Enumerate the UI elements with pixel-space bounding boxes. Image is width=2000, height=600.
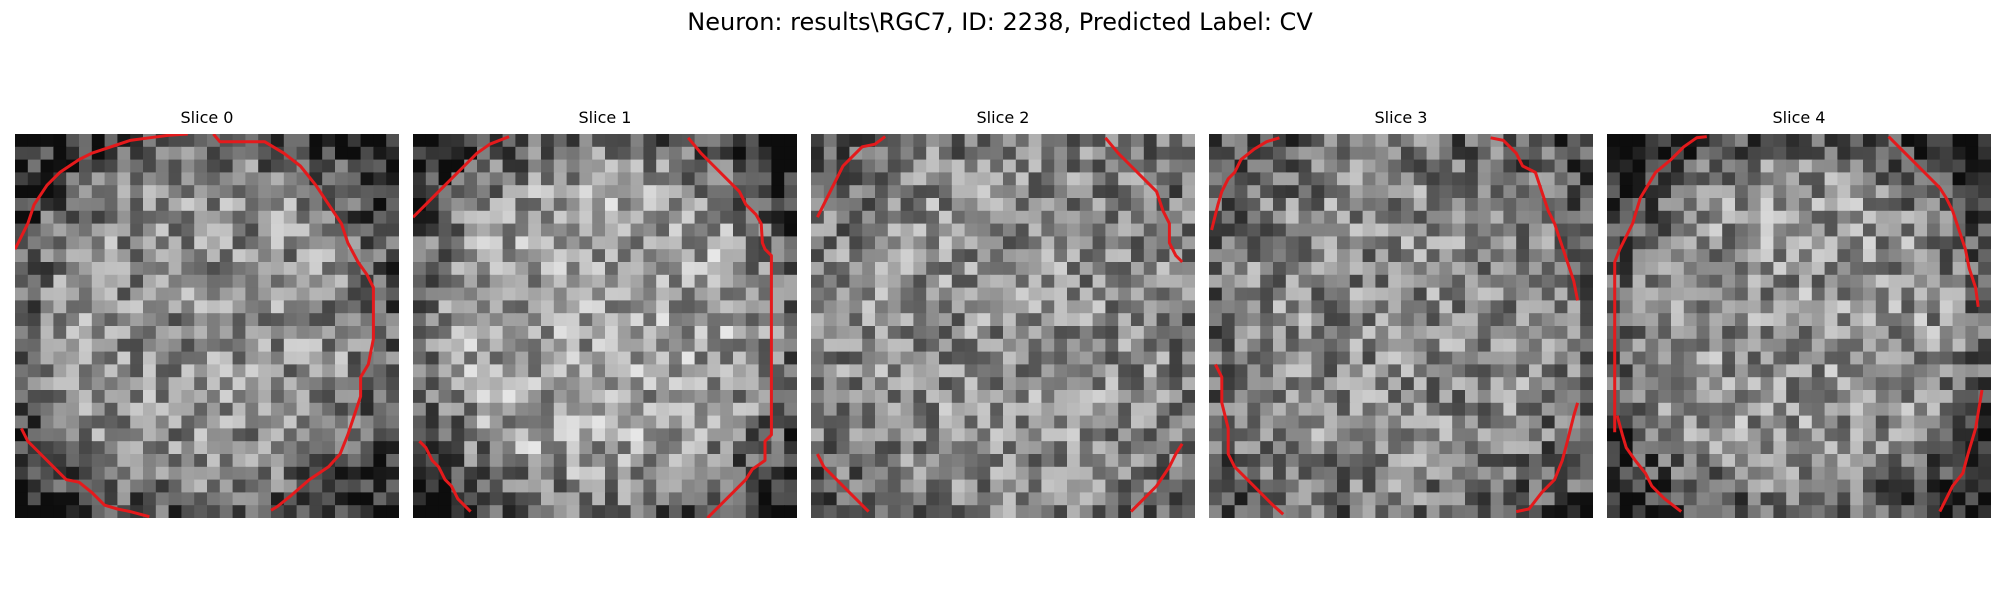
slice-image-4 [1607, 134, 1991, 518]
contour-line-4-1 [1887, 135, 1980, 308]
contour-line-0-2 [20, 427, 150, 518]
slice-panel-4: Slice 4 [1607, 108, 1991, 520]
slice-image-1 [413, 134, 797, 518]
contour-line-2-0 [816, 135, 887, 218]
slice-title-1: Slice 1 [578, 108, 632, 127]
slice-title-4: Slice 4 [1772, 108, 1826, 127]
slice-panel-2: Slice 2 [811, 108, 1195, 520]
slice-image-2 [811, 134, 1195, 518]
slice-panels: Slice 0 Slice 1 Slice 2 Slice 3 Slice 4 [0, 108, 2000, 528]
slice-title-3: Slice 3 [1374, 108, 1428, 127]
contour-line-1-2 [418, 440, 472, 513]
contour-line-2-1 [1104, 136, 1184, 264]
contour-line-4-3 [1938, 389, 1984, 513]
slice-image-0 [15, 134, 399, 518]
slice-panel-1: Slice 1 [413, 108, 797, 520]
contour-line-4-0 [1613, 135, 1707, 433]
slice-panel-0: Slice 0 [15, 108, 399, 520]
contour-line-0-0 [15, 134, 188, 250]
slice-title-2: Slice 2 [976, 108, 1030, 127]
contour-line-3-3 [1515, 402, 1580, 514]
contour-line-2-2 [816, 453, 870, 513]
contour-line-3-2 [1214, 363, 1285, 516]
slice-title-0: Slice 0 [180, 108, 234, 127]
slice-panel-3: Slice 3 [1209, 108, 1593, 520]
contour-line-0-1 [212, 134, 375, 512]
contour-line-3-0 [1210, 136, 1280, 231]
contour-line-2-3 [1129, 443, 1184, 513]
figure-title: Neuron: results\RGC7, ID: 2238, Predicte… [687, 8, 1313, 36]
contour-line-3-1 [1490, 136, 1580, 301]
slice-image-3 [1209, 134, 1593, 518]
contour-line-1-0 [413, 135, 510, 219]
contour-line-1-1 [687, 136, 773, 518]
contour-line-4-2 [1615, 415, 1683, 513]
